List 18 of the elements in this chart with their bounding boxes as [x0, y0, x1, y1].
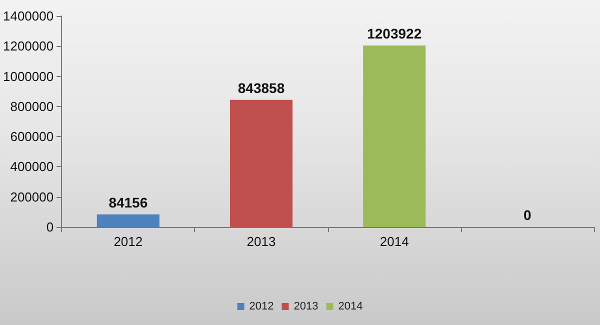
legend-label: 2013 [294, 300, 318, 312]
legend-label: 2014 [338, 300, 363, 312]
x-tick-label: 2012 [114, 234, 143, 249]
y-tick-label: 400000 [10, 159, 54, 174]
y-tick-label: 1400000 [2, 8, 54, 24]
data-label: 84156 [108, 194, 148, 210]
y-tick-label: 800000 [10, 98, 54, 114]
legend-label: 2012 [249, 300, 274, 312]
y-tick-label: 600000 [10, 129, 54, 144]
y-tick-label: 200000 [10, 189, 54, 204]
x-tick-label: 2014 [380, 234, 409, 249]
data-label: 0 [524, 207, 532, 223]
data-label: 843858 [238, 80, 285, 96]
x-tick-label: 2013 [246, 234, 276, 249]
data-label: 1203922 [367, 26, 422, 42]
y-tick-label: 0 [46, 220, 54, 234]
y-tick-label: 1000000 [2, 68, 54, 84]
y-tick-label: 1200000 [2, 38, 54, 54]
